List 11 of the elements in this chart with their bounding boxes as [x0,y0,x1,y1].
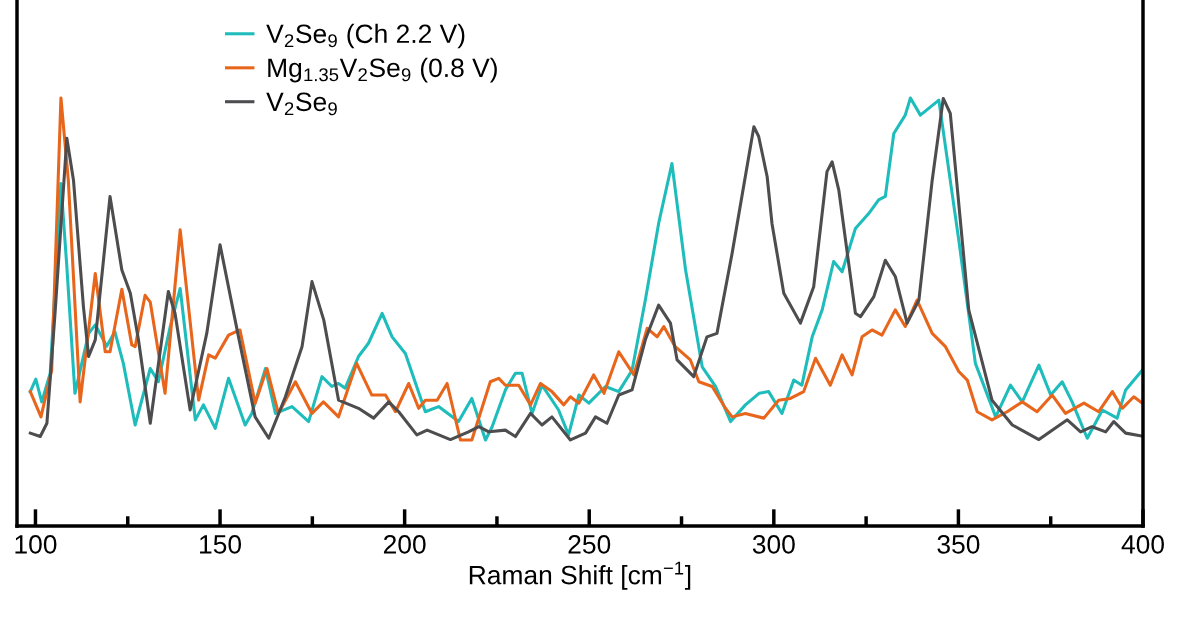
x-axis-title: Raman Shift [cm$^{−1}$] [469,561,691,590]
x-tick-label: 200 [383,535,426,554]
x-tick-label: 300 [752,535,795,554]
x-tick-label: 400 [1121,535,1164,554]
x-tick-label: 250 [568,535,611,554]
legend-label: V$_{2}$Se$_{9}$ (Ch 2.2 V) [266,23,465,49]
x-tick-label: 350 [937,535,980,554]
legend-label: Mg$_{1.35}$V$_{2}$Se$_{9}$ (0.8 V) [268,57,497,83]
x-tick-label: 100 [15,535,57,554]
legend-label: V$_{2}$Se$_{9}$ [266,92,337,116]
x-tick-label: 150 [200,535,242,554]
